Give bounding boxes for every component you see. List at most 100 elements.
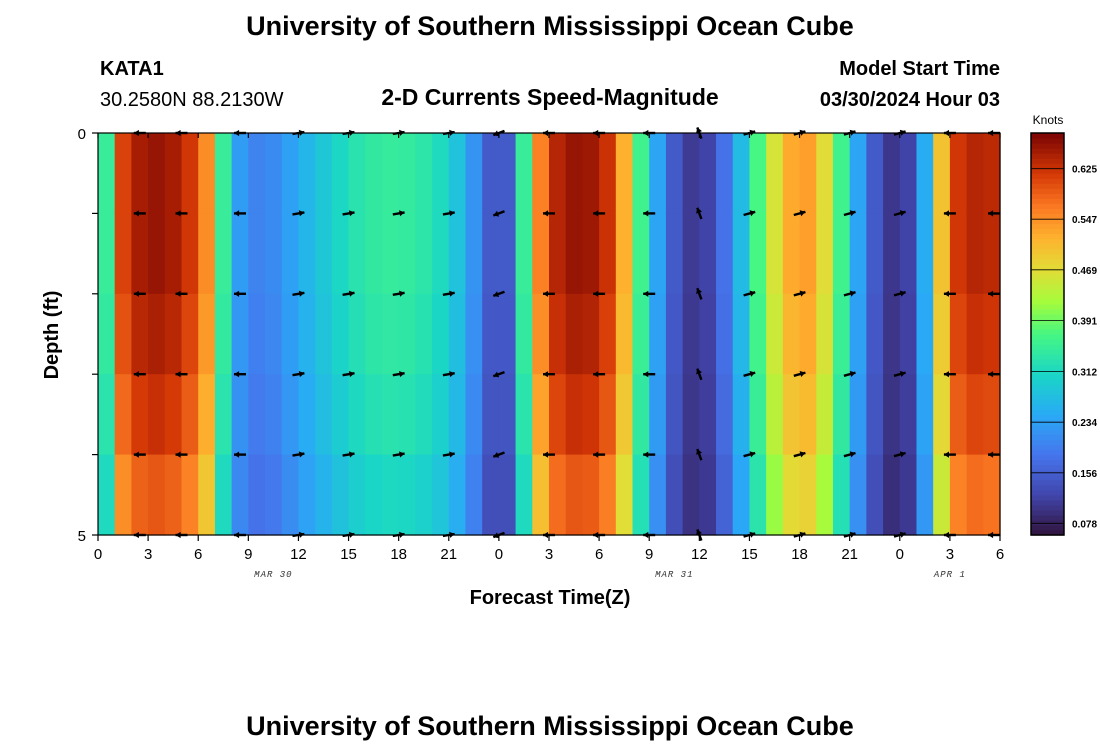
colorbar-swatch [1031,509,1064,516]
heatmap-cell [315,133,333,214]
heatmap-cell [649,213,667,295]
heatmap-cell [983,374,1001,456]
current-arrow [292,451,305,458]
x-tick-label: 9 [244,546,252,563]
heatmap-cell [415,213,433,295]
heatmap-cell [398,213,416,295]
heatmap-cell [482,454,500,536]
heatmap-cell [699,454,717,536]
heatmap-cell [415,293,433,375]
colorbar-swatch [1031,459,1064,466]
heatmap-cell [114,374,132,456]
colorbar-swatch [1031,133,1064,139]
heatmap-cell [682,454,700,536]
heatmap-cell [315,213,333,295]
colorbar-swatch [1031,414,1064,421]
heatmap-cell [665,454,684,536]
heatmap-cell [949,213,968,295]
current-arrow [793,370,806,377]
heatmap-cell [732,454,751,536]
colorbar-swatch [1031,238,1064,245]
heatmap-cell [365,133,383,214]
current-arrow [543,290,555,297]
heatmap-cell [298,374,316,456]
heatmap-cell [632,133,650,214]
heatmap-cell [766,213,784,295]
x-tick-label: 3 [545,546,553,563]
heatmap-cell [315,293,333,375]
heatmap-cell [933,133,951,214]
colorbar-swatch [1031,344,1064,350]
colorbar-swatch [1031,364,1064,370]
current-arrow [543,210,555,217]
current-arrow [392,290,405,297]
heatmap-cell [482,293,500,375]
colorbar-swatch [1031,519,1064,526]
heatmap-cell [665,293,684,375]
heatmap-cell [532,213,550,295]
current-arrow [943,451,956,458]
heatmap-cell [866,293,884,375]
colorbar-swatch [1031,143,1064,149]
heatmap-cell [482,133,500,214]
heatmap-cell [348,293,366,375]
x-tick-label: 18 [390,546,407,563]
heatmap-cell [615,454,634,536]
colorbar-swatch [1031,323,1064,330]
heatmap-cell [549,213,567,295]
heatmap-cell [214,454,233,536]
heatmap-cell [98,293,116,375]
current-arrow [643,290,656,297]
heatmap-cell [949,133,968,214]
heatmap-cell [799,133,817,214]
heatmap-cell [582,213,600,295]
heatmap-cell [148,454,166,536]
colorbar-swatch [1031,374,1064,380]
heatmap-cell [248,374,266,456]
colorbar-swatch [1031,489,1064,496]
heatmap-cell [281,133,300,214]
heatmap-cell [532,293,550,375]
heatmap-cell [665,133,684,214]
y-axis-label: Depth (ft) [41,291,63,380]
heatmap-cell [716,454,734,536]
colorbar-swatch [1031,439,1064,446]
colorbar-swatch [1031,429,1064,436]
heatmap-cell [949,374,968,456]
heatmap-cell [298,213,316,295]
current-arrow [593,451,606,458]
current-arrow [234,451,246,458]
heatmap-cell [515,374,533,456]
heatmap-cell [381,454,400,536]
heatmap-cell [432,213,450,295]
current-arrow [392,371,405,378]
heatmap-cell [916,293,934,375]
current-arrow [696,207,703,220]
heatmap-cell [549,133,567,214]
current-arrow [175,210,188,217]
heatmap-cell [883,133,901,214]
heatmap-cell [799,454,817,536]
current-arrow [696,287,703,300]
current-arrow [988,371,1000,378]
heatmap-cell [632,454,650,536]
heatmap-cell [482,374,500,456]
heatmap-cell [448,133,467,214]
heatmap-cell [148,213,166,295]
heatmap-cell [782,213,801,295]
heatmap-cell [532,374,550,456]
heatmap-cell [398,133,416,214]
current-arrow [175,371,188,378]
heatmap-cell [983,213,1001,295]
heatmap-cell [799,213,817,295]
heatmap-cell [916,133,934,214]
heatmap-cell [231,374,249,456]
colorbar-swatch [1031,283,1064,290]
heatmap-cell [415,374,433,456]
colorbar-swatch [1031,494,1064,501]
heatmap-cell [983,454,1001,536]
heatmap-cell [498,133,517,214]
current-arrow [943,290,956,297]
model-start-time: 03/30/2024 Hour 03 [820,89,1000,111]
